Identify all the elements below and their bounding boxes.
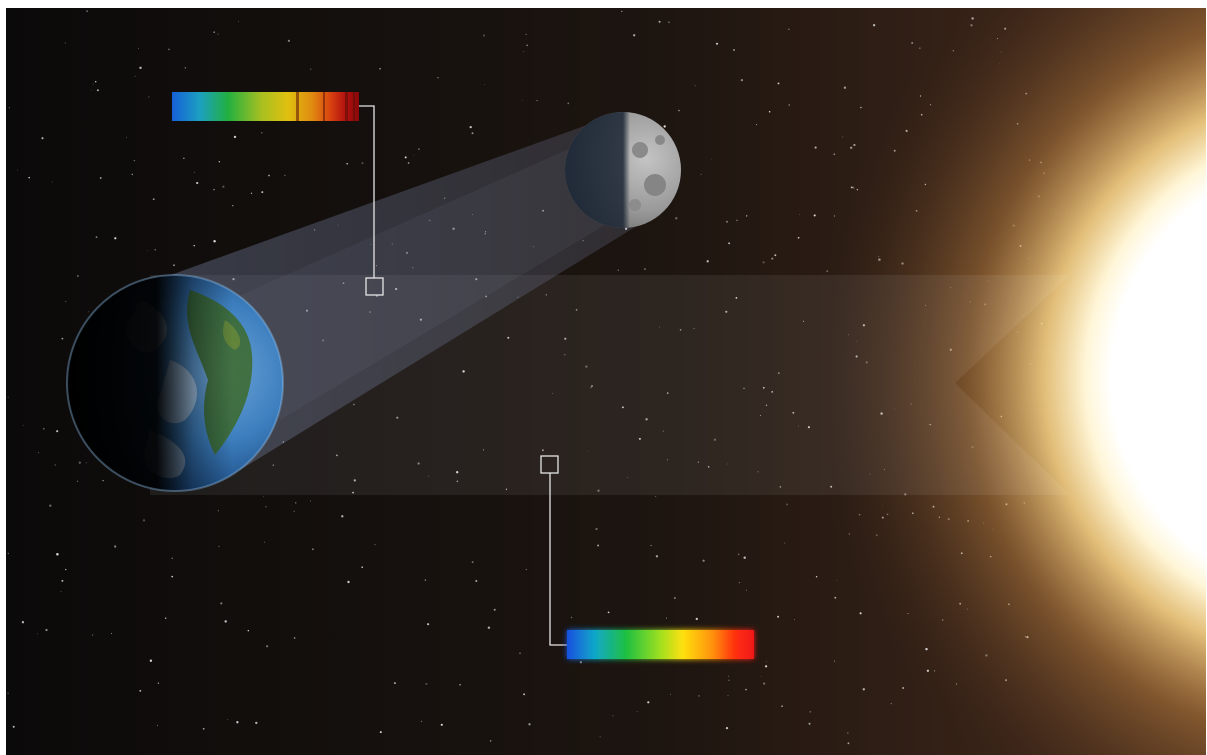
earthshine-beam bbox=[168, 116, 640, 470]
callout-line-sunlight bbox=[549, 473, 567, 646]
absorption-band bbox=[296, 92, 299, 121]
absorption-bands bbox=[296, 92, 355, 121]
absorption-band bbox=[353, 92, 355, 121]
spectrum-sunlight bbox=[567, 630, 754, 659]
absorption-band bbox=[345, 92, 348, 121]
absorption-band bbox=[323, 92, 325, 121]
earthshine-beam-inner bbox=[230, 135, 630, 420]
earth bbox=[66, 274, 284, 492]
moon bbox=[565, 112, 681, 228]
callout-earthshine bbox=[172, 92, 384, 296]
callout-line-earthshine bbox=[359, 105, 375, 278]
callout-sunlight bbox=[540, 455, 754, 659]
callout-marker-earthshine bbox=[365, 277, 384, 296]
spectrum-reflected-earthshine bbox=[172, 92, 359, 121]
frame-left bbox=[0, 0, 6, 755]
frame-top bbox=[0, 0, 1207, 8]
